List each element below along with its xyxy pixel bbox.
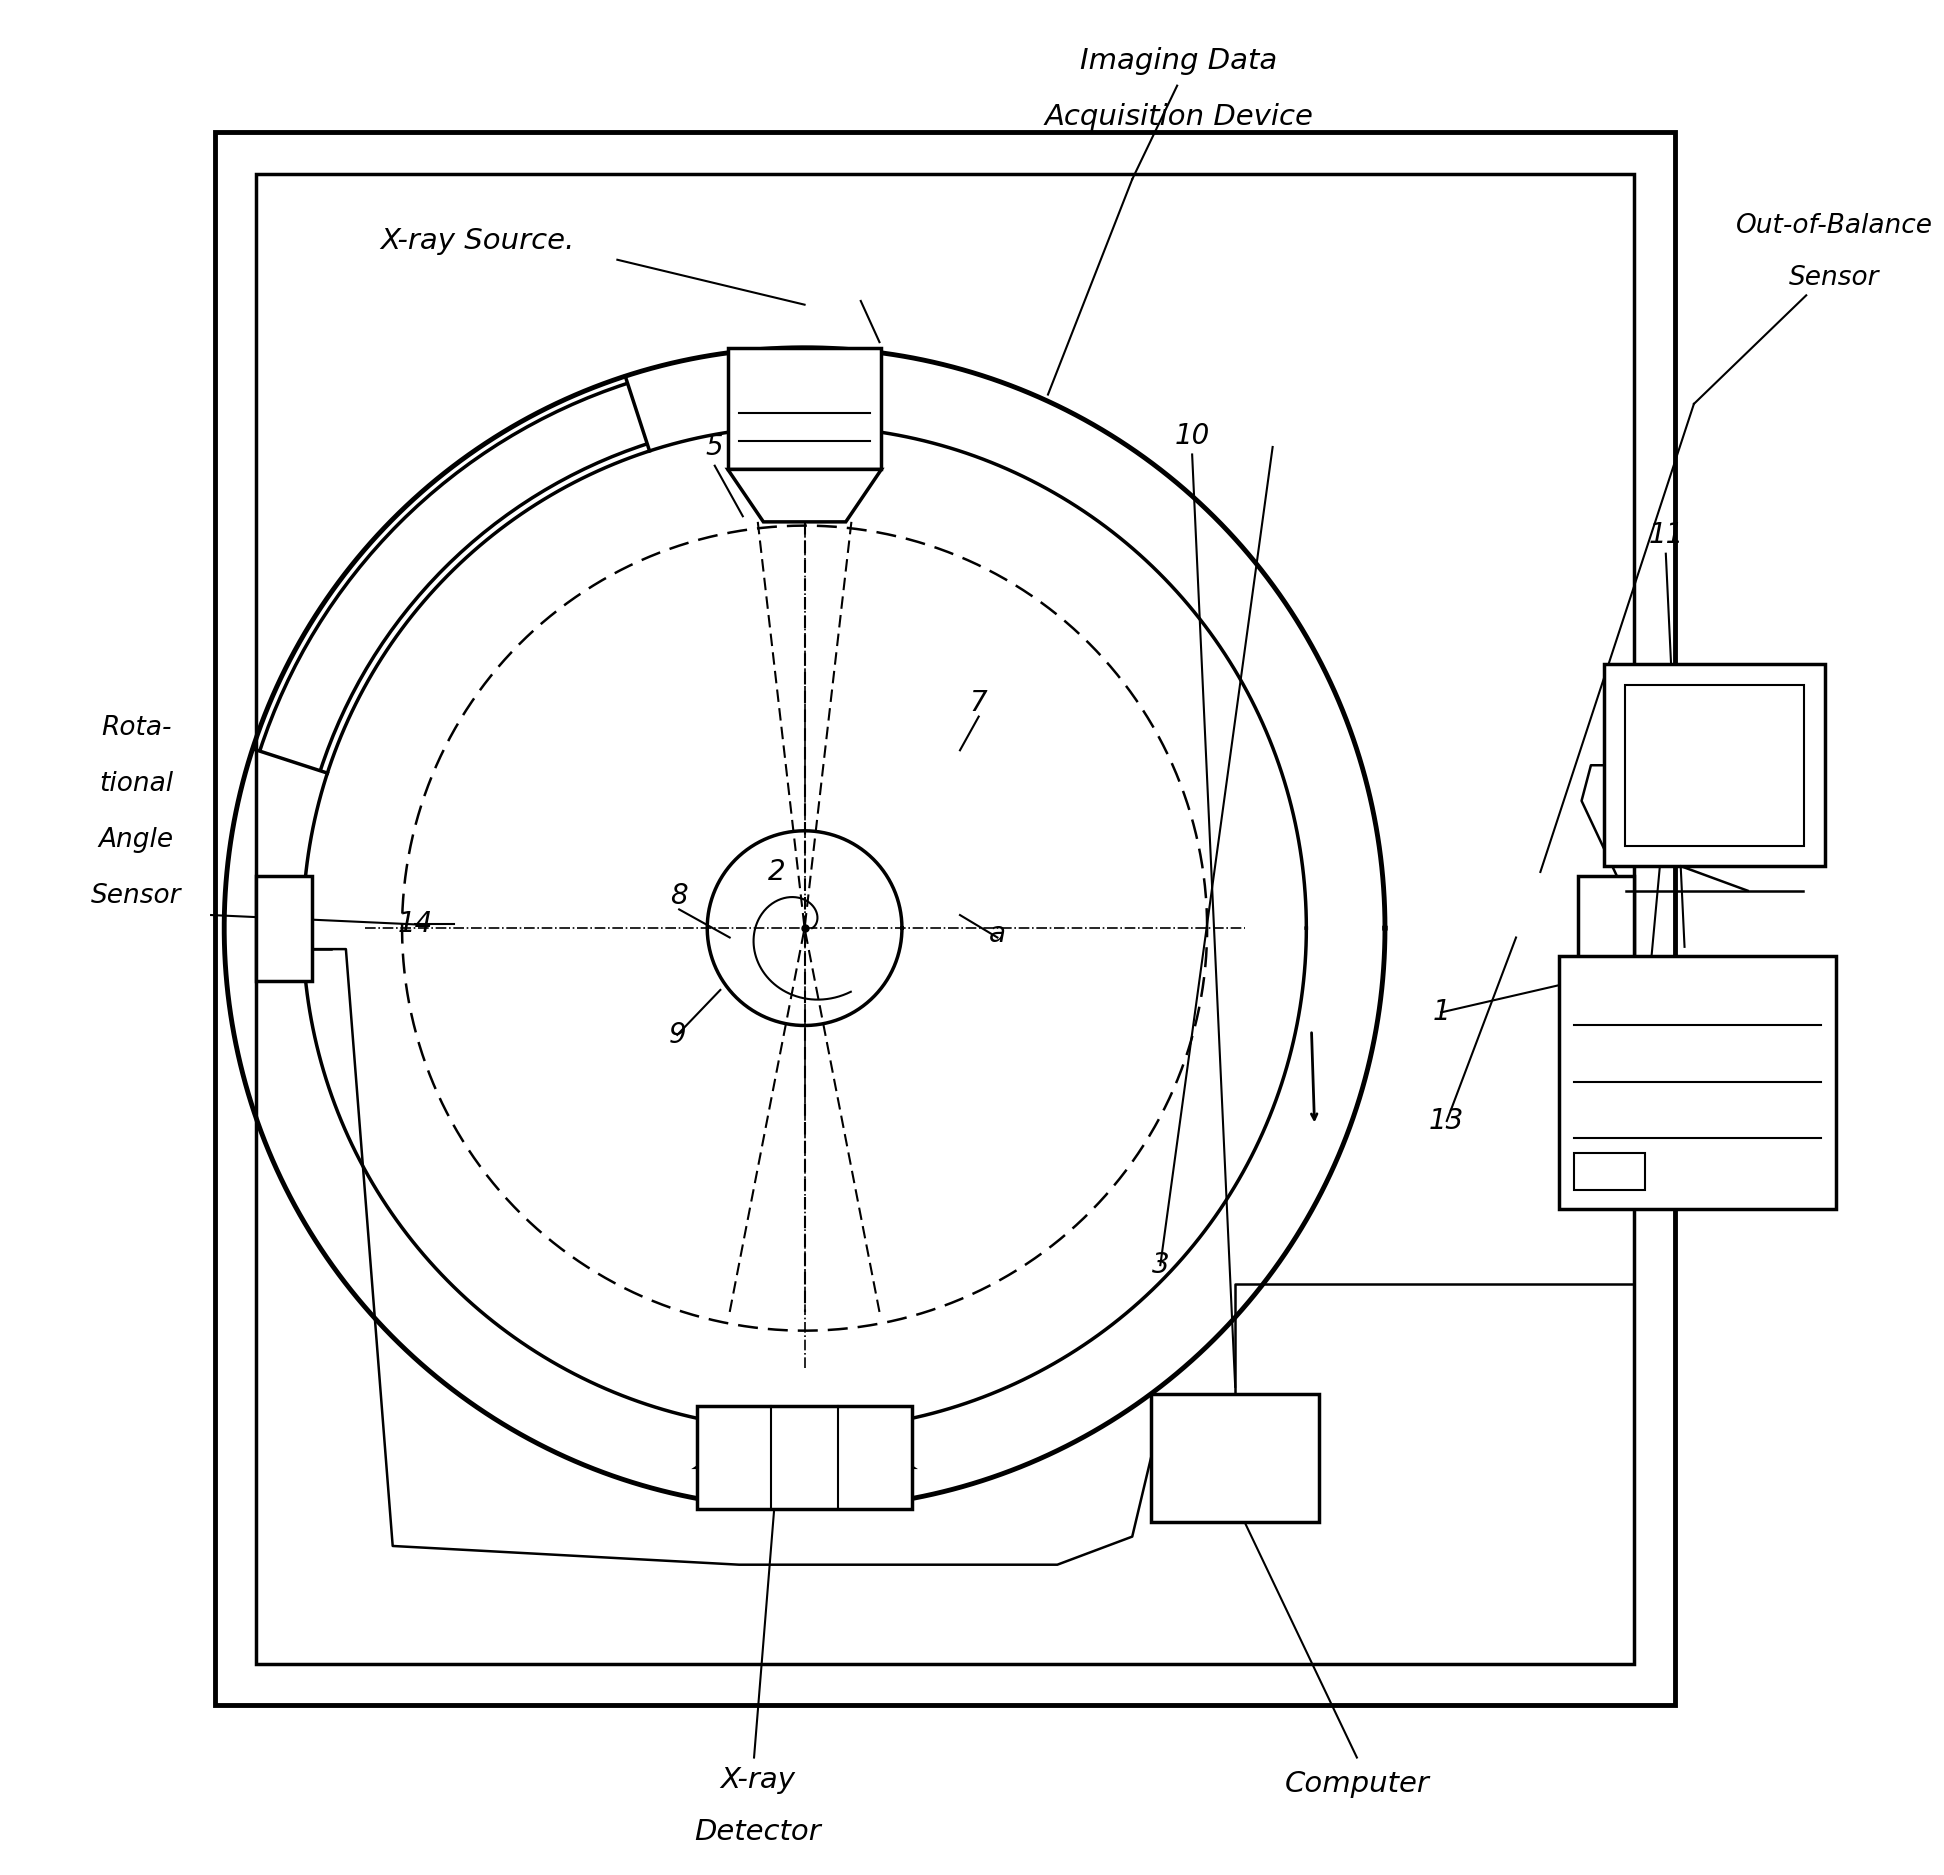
Bar <box>1579 876 1635 981</box>
Text: Acquisition Device: Acquisition Device <box>1044 103 1314 131</box>
Text: 7: 7 <box>970 690 988 718</box>
Text: Rota-: Rota- <box>101 714 171 741</box>
Text: Angle: Angle <box>99 827 173 853</box>
Bar <box>1604 664 1825 866</box>
Text: 6: 6 <box>801 433 818 461</box>
Text: 5: 5 <box>706 433 723 461</box>
Text: 11: 11 <box>1649 521 1684 549</box>
Text: 4: 4 <box>871 1414 888 1442</box>
Bar <box>257 174 1635 1663</box>
Bar <box>1151 1395 1320 1522</box>
Bar <box>1575 1153 1645 1191</box>
Text: X-ray Source.: X-ray Source. <box>379 227 573 255</box>
Text: Imaging Data: Imaging Data <box>1081 47 1277 75</box>
Text: 2: 2 <box>768 859 785 887</box>
Text: Out-of-Balance: Out-of-Balance <box>1736 214 1932 238</box>
Text: 9: 9 <box>669 1020 686 1048</box>
Bar <box>257 876 313 981</box>
Text: 10: 10 <box>1174 422 1209 450</box>
Text: 13: 13 <box>1429 1106 1464 1134</box>
Bar <box>698 1406 912 1509</box>
Text: Detector: Detector <box>694 1819 820 1847</box>
Polygon shape <box>698 1421 912 1468</box>
Text: 12: 12 <box>1623 1063 1658 1091</box>
Text: X-ray: X-ray <box>721 1766 795 1794</box>
Bar <box>216 133 1676 1704</box>
Text: Computer: Computer <box>1285 1770 1429 1798</box>
Text: Sensor: Sensor <box>91 883 181 909</box>
Text: 14: 14 <box>397 911 434 938</box>
Text: 8: 8 <box>671 883 688 909</box>
Bar <box>1559 956 1837 1209</box>
Bar <box>727 347 881 469</box>
Text: tional: tional <box>99 771 173 797</box>
Text: 1: 1 <box>1433 998 1450 1026</box>
Text: a: a <box>989 921 1005 947</box>
Text: Sensor: Sensor <box>1788 266 1880 291</box>
Bar <box>1625 684 1804 846</box>
Polygon shape <box>727 469 881 521</box>
Text: 3: 3 <box>1151 1251 1168 1279</box>
